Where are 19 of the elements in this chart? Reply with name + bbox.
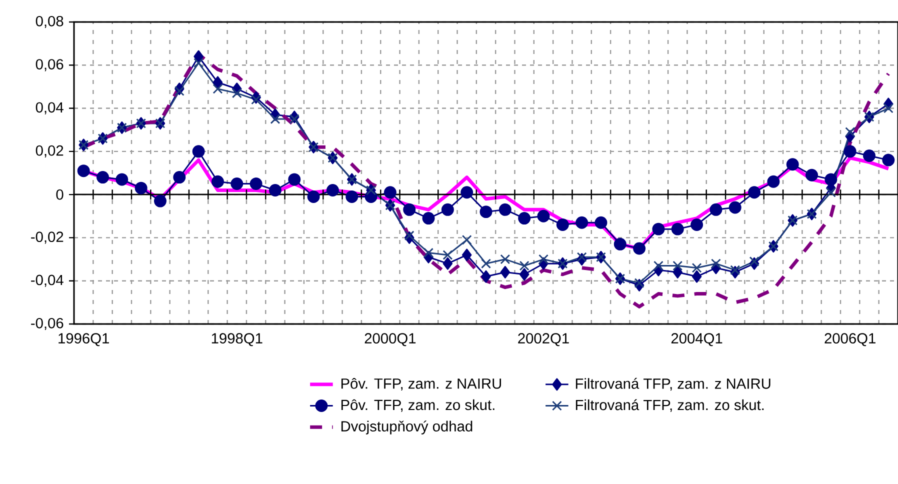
y-tick-label: 0 [56,189,64,200]
x-tick-label: 2004Q1 [671,333,722,346]
y-tick-label: -0,06 [31,318,64,330]
legend-label: Pôv. TFP, zam. z NAIRU [341,378,502,391]
y-tick-label: -0,02 [31,232,64,244]
x-tick-label: 1996Q1 [58,333,109,346]
legend-label: Filtrovaná TFP, zam. zo skut. [576,399,764,412]
x-tick-label: 2002Q1 [518,333,569,346]
y-tick-label: 0,08 [36,16,64,28]
y-tick-label: 0,04 [36,102,64,114]
legend-label: Pôv. TFP, zam. zo skut. [341,399,494,412]
y-tick-label: -0,04 [31,274,64,287]
legend-label: Filtrovaná TFP, zam. z NAIRU [576,378,770,391]
y-tick-label: 0,02 [36,145,64,158]
y-tick-label: 0,06 [36,59,64,72]
x-tick-label: 1998Q1 [212,333,262,346]
x-tick-label: 2000Q1 [364,333,416,346]
x-tick-label: 2006Q1 [824,333,876,346]
legend-label: Dvojstupňový odhad [341,420,472,434]
